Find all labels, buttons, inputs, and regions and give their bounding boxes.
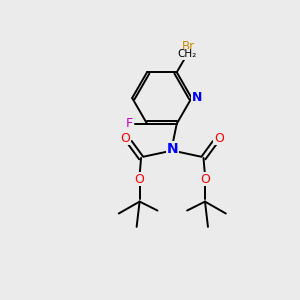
Text: O: O xyxy=(135,173,145,186)
Text: O: O xyxy=(214,132,224,145)
Text: N: N xyxy=(167,142,178,156)
Text: F: F xyxy=(126,117,133,130)
Text: N: N xyxy=(192,92,202,104)
Text: O: O xyxy=(200,173,210,186)
Text: CH₂: CH₂ xyxy=(178,50,197,59)
Text: Br: Br xyxy=(182,40,195,52)
Text: O: O xyxy=(121,132,130,145)
